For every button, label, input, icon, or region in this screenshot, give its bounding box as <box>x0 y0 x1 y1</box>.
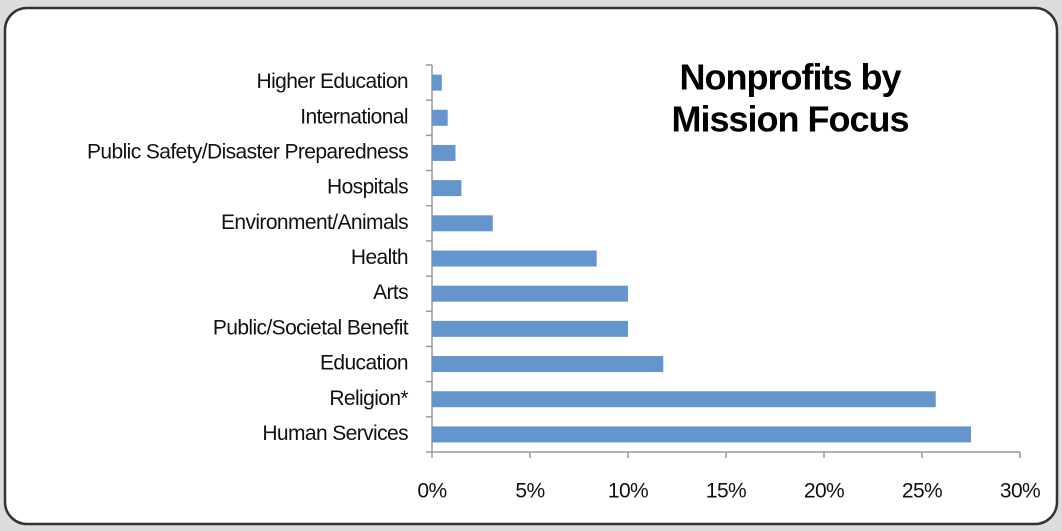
y-tick-label: Human Services <box>262 422 408 445</box>
x-tick-label: 0% <box>417 480 446 503</box>
bar <box>432 285 628 302</box>
bar <box>432 356 664 373</box>
bar <box>432 320 628 337</box>
bar <box>432 109 448 126</box>
y-tick-label: Religion* <box>329 387 408 410</box>
y-tick-label: Arts <box>373 281 408 304</box>
bar <box>432 180 462 197</box>
chart-title: Mission Focus <box>671 99 908 140</box>
y-tick-label: Hospitals <box>327 176 408 199</box>
bar <box>432 391 936 408</box>
y-tick-label: Public/Societal Benefit <box>213 316 409 339</box>
x-tick-label: 5% <box>515 480 544 503</box>
bar <box>432 74 442 91</box>
y-tick-label: Education <box>320 352 408 375</box>
chart-title: Nonprofits by <box>680 57 902 98</box>
x-tick-label: 15% <box>706 480 746 503</box>
bar <box>432 215 493 232</box>
x-tick-label: 10% <box>608 480 648 503</box>
bar <box>432 144 456 161</box>
x-tick-label: 30% <box>1000 480 1040 503</box>
bar <box>432 250 597 267</box>
y-tick-label: Public Safety/Disaster Preparedness <box>87 141 408 164</box>
y-tick-label: International <box>300 105 408 128</box>
bar <box>432 426 971 443</box>
x-tick-label: 20% <box>804 480 844 503</box>
x-tick-label: 25% <box>902 480 942 503</box>
y-tick-label: Environment/Animals <box>221 211 408 234</box>
y-tick-label: Higher Education <box>257 70 409 93</box>
y-tick-label: Health <box>351 246 408 269</box>
